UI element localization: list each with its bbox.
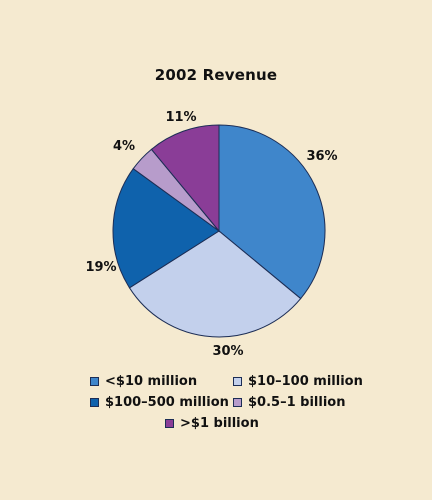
pie-slice-0	[218, 124, 326, 300]
legend-swatch-1	[233, 377, 242, 386]
legend-item-3: $0.5–1 billion	[233, 395, 345, 410]
legend-item-2: $100–500 million	[90, 395, 229, 410]
pie-data-label-4: 11%	[165, 110, 196, 125]
pie-data-label-3: 4%	[113, 139, 135, 154]
legend-item-4: >$1 billion	[165, 416, 259, 431]
legend-swatch-3	[233, 398, 242, 407]
chart-legend: <$10 million $10–100 million $100–500 mill…	[0, 370, 432, 440]
legend-label-4: >$1 billion	[180, 416, 259, 431]
legend-label-1: $10–100 million	[248, 374, 363, 389]
pie-slice-2	[112, 167, 220, 289]
legend-item-0: <$10 million	[90, 374, 197, 389]
legend-label-0: <$10 million	[105, 374, 198, 389]
legend-swatch-0	[90, 377, 99, 386]
pie-data-label-1: 30%	[212, 344, 243, 359]
chart-title: 2002 Revenue	[154, 66, 278, 84]
pie-data-label-0: 36%	[306, 149, 337, 164]
legend-item-1: $10–100 million	[233, 374, 363, 389]
legend-swatch-2	[90, 398, 99, 407]
pie-slice-1	[128, 230, 302, 338]
pie-data-label-2: 19%	[85, 260, 116, 275]
legend-swatch-4	[165, 419, 174, 428]
legend-label-2: $100–500 million	[105, 395, 229, 410]
pie-slice-4	[150, 124, 220, 233]
legend-label-3: $0.5–1 billion	[248, 395, 346, 410]
